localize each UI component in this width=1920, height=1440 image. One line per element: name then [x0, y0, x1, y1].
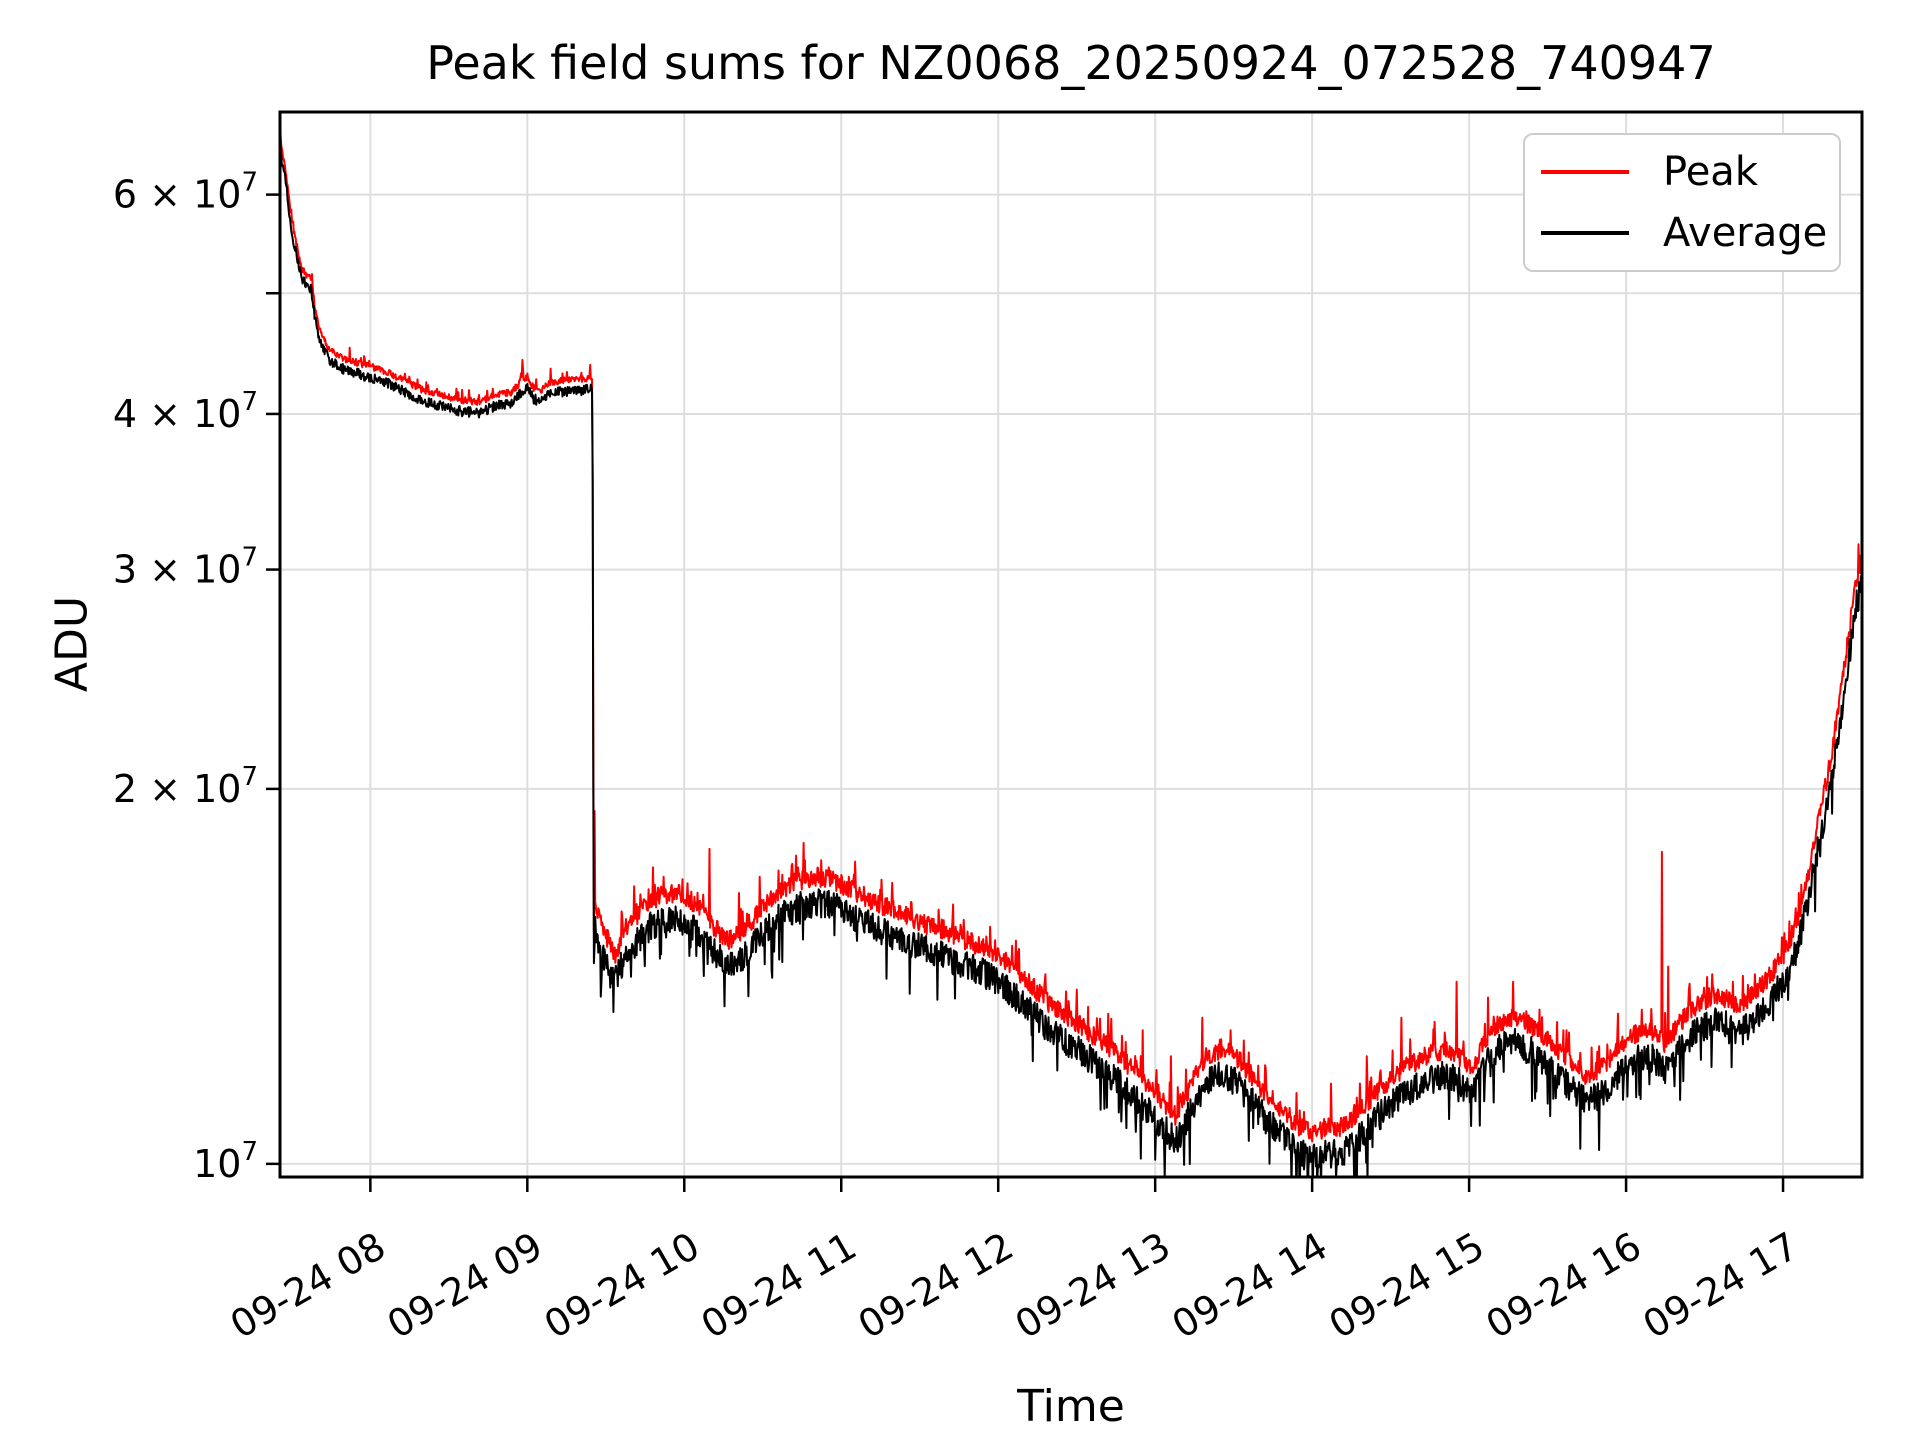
- legend-item-peak: Peak: [1541, 143, 1829, 201]
- chart-title: Peak field sums for NZ0068_20250924_0725…: [426, 36, 1716, 90]
- legend-label-peak: Peak: [1663, 148, 1758, 195]
- svg-text:09-24 10: 09-24 10: [537, 1224, 707, 1348]
- svg-text:4 × 107: 4 × 107: [113, 387, 258, 436]
- svg-text:6 × 107: 6 × 107: [113, 168, 258, 217]
- svg-text:09-24 11: 09-24 11: [694, 1224, 864, 1348]
- y-axis-label: ADU: [46, 595, 98, 693]
- legend: Peak Average: [1523, 133, 1841, 272]
- legend-item-average: Average: [1541, 204, 1829, 262]
- legend-label-average: Average: [1663, 210, 1828, 257]
- average-line-swatch: [1541, 231, 1629, 236]
- svg-text:09-24 16: 09-24 16: [1479, 1224, 1649, 1348]
- svg-text:2 × 107: 2 × 107: [113, 762, 258, 811]
- svg-text:09-24 09: 09-24 09: [380, 1224, 550, 1348]
- svg-text:09-24 12: 09-24 12: [851, 1224, 1021, 1348]
- svg-text:107: 107: [193, 1137, 258, 1186]
- svg-text:09-24 14: 09-24 14: [1165, 1224, 1335, 1348]
- peak-line-swatch: [1541, 169, 1629, 174]
- svg-text:09-24 08: 09-24 08: [223, 1224, 393, 1348]
- svg-text:09-24 13: 09-24 13: [1008, 1224, 1178, 1348]
- svg-text:09-24 17: 09-24 17: [1636, 1224, 1806, 1348]
- svg-text:09-24 15: 09-24 15: [1322, 1224, 1492, 1348]
- svg-text:3 × 107: 3 × 107: [113, 543, 258, 592]
- x-axis-label: Time: [1017, 1381, 1125, 1432]
